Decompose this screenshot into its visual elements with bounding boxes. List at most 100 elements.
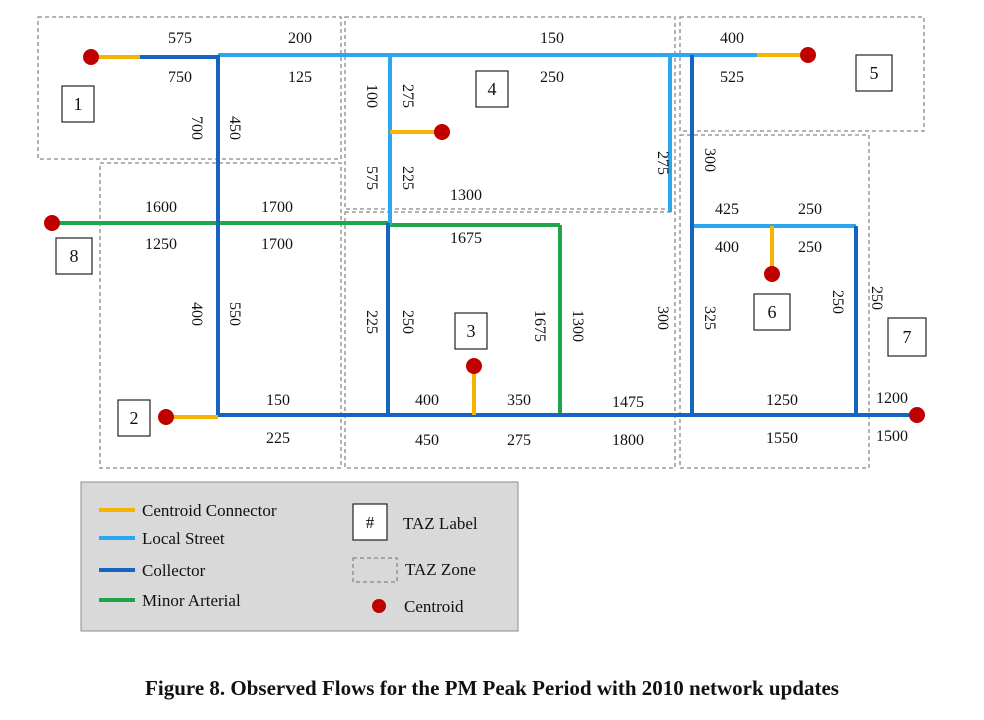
taz-label-7-text: 7 bbox=[903, 327, 912, 347]
legend: Centroid Connector Local Street Collecto… bbox=[80, 481, 519, 632]
flow-label: 200 bbox=[288, 30, 312, 47]
flow-label: 275 bbox=[507, 432, 531, 449]
flow-label: 1300 bbox=[450, 187, 482, 204]
flow-label: 425 bbox=[715, 201, 739, 218]
flow-label: 350 bbox=[507, 392, 531, 409]
flow-label: 325 bbox=[701, 306, 718, 330]
taz-zone-4 bbox=[344, 16, 676, 210]
taz-label-1: 1 bbox=[61, 85, 95, 123]
legend-swatch-taz-label bbox=[352, 503, 388, 541]
legend-label-taz-label: TAZ Label bbox=[403, 514, 478, 533]
flow-label: 1250 bbox=[145, 236, 177, 253]
centroid-6 bbox=[764, 266, 780, 282]
legend-label-collector: Collector bbox=[142, 561, 206, 580]
centroid-8 bbox=[44, 215, 60, 231]
flow-label: 525 bbox=[720, 69, 744, 86]
flow-label: 100 bbox=[363, 84, 380, 108]
flow-label: 1550 bbox=[766, 430, 798, 447]
taz-zone-3 bbox=[344, 211, 676, 469]
centroid-1 bbox=[83, 49, 99, 65]
taz-label-6-text: 6 bbox=[768, 302, 777, 322]
legend-box bbox=[80, 481, 519, 632]
centroid-7 bbox=[909, 407, 925, 423]
flow-label: 250 bbox=[399, 310, 416, 334]
flow-labels-vertical: 700 450 100 275 575 225 275 300 400 550 … bbox=[188, 84, 885, 342]
centroid-2 bbox=[158, 409, 174, 425]
taz-label-2: 2 bbox=[117, 399, 151, 437]
flow-label: 400 bbox=[720, 30, 744, 47]
minor-arterial-links bbox=[52, 221, 562, 415]
flow-label: 250 bbox=[798, 201, 822, 218]
flow-label: 1675 bbox=[450, 230, 482, 247]
flow-label: 250 bbox=[868, 286, 885, 310]
flow-label: 400 bbox=[415, 392, 439, 409]
collector-links bbox=[140, 55, 917, 417]
centroid-3 bbox=[466, 358, 482, 374]
taz-labels: 1 2 3 4 5 6 7 8 bbox=[55, 54, 927, 437]
taz-zone-2 bbox=[99, 162, 342, 469]
flow-labels-horizontal: 575 750 200 125 150 250 400 525 1300 160… bbox=[145, 30, 908, 449]
local-street-links bbox=[218, 53, 856, 228]
flow-label: 1475 bbox=[612, 394, 644, 411]
taz-label-3: 3 bbox=[454, 312, 488, 350]
flow-label: 250 bbox=[798, 239, 822, 256]
legend-label-centroid-connector: Centroid Connector bbox=[142, 501, 277, 520]
flow-label: 1200 bbox=[876, 390, 908, 407]
flow-label: 575 bbox=[363, 166, 380, 190]
flow-label: 1800 bbox=[612, 432, 644, 449]
flow-label: 225 bbox=[266, 430, 290, 447]
flow-label: 400 bbox=[188, 302, 205, 326]
legend-label-minor-arterial: Minor Arterial bbox=[142, 591, 241, 610]
centroid-4 bbox=[434, 124, 450, 140]
taz-label-8-text: 8 bbox=[70, 246, 79, 266]
flow-label: 300 bbox=[701, 148, 718, 172]
taz-label-4: 4 bbox=[475, 70, 509, 108]
flow-label: 1600 bbox=[145, 199, 177, 216]
legend-label-local-street: Local Street bbox=[142, 529, 225, 548]
legend-label-centroid: Centroid bbox=[404, 597, 464, 616]
taz-label-8: 8 bbox=[55, 237, 93, 275]
taz-label-3-text: 3 bbox=[467, 321, 476, 341]
flow-label: 550 bbox=[226, 302, 243, 326]
taz-label-2-text: 2 bbox=[130, 408, 139, 428]
flow-label: 1700 bbox=[261, 199, 293, 216]
taz-label-7: 7 bbox=[887, 317, 927, 357]
legend-swatch-centroid bbox=[372, 599, 386, 613]
legend-taz-label-symbol: # bbox=[366, 513, 375, 532]
flow-label: 275 bbox=[399, 84, 416, 108]
taz-label-4-text: 4 bbox=[488, 79, 497, 99]
flow-label: 1675 bbox=[531, 310, 548, 342]
flow-label: 275 bbox=[654, 151, 671, 175]
legend-label-taz-zone: TAZ Zone bbox=[405, 560, 476, 579]
flow-label: 225 bbox=[363, 310, 380, 334]
flow-label: 450 bbox=[415, 432, 439, 449]
flow-label: 1300 bbox=[569, 310, 586, 342]
flow-label: 150 bbox=[540, 30, 564, 47]
flow-label: 750 bbox=[168, 69, 192, 86]
centroids bbox=[44, 47, 925, 425]
flow-label: 225 bbox=[399, 166, 416, 190]
taz-label-5-text: 5 bbox=[870, 63, 879, 83]
flow-label: 575 bbox=[168, 30, 192, 47]
centroid-connector-links bbox=[91, 53, 808, 419]
flow-label: 1500 bbox=[876, 428, 908, 445]
taz-zones bbox=[37, 16, 925, 469]
flow-label: 450 bbox=[226, 116, 243, 140]
figure-caption: Figure 8. Observed Flows for the PM Peak… bbox=[145, 676, 839, 700]
flow-label: 400 bbox=[715, 239, 739, 256]
taz-label-1-text: 1 bbox=[74, 94, 83, 114]
flow-label: 1700 bbox=[261, 236, 293, 253]
taz-label-5: 5 bbox=[855, 54, 893, 92]
flow-label: 250 bbox=[829, 290, 846, 314]
taz-zone-1 bbox=[37, 16, 342, 160]
legend-swatch-taz-zone bbox=[352, 557, 398, 583]
taz-zone-6 bbox=[679, 134, 870, 469]
flow-label: 125 bbox=[288, 69, 312, 86]
taz-zone-5 bbox=[679, 16, 925, 132]
taz-label-6: 6 bbox=[753, 293, 791, 331]
centroid-5 bbox=[800, 47, 816, 63]
flow-label: 150 bbox=[266, 392, 290, 409]
flow-label: 250 bbox=[540, 69, 564, 86]
flow-label: 300 bbox=[654, 306, 671, 330]
